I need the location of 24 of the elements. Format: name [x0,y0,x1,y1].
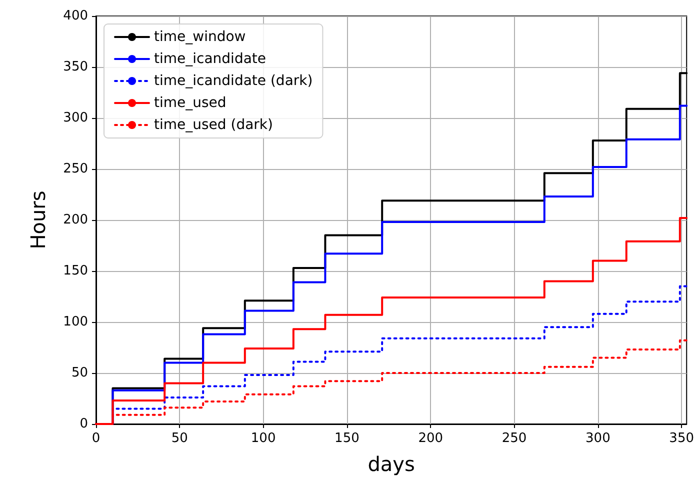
legend-label: time_icandidate [154,51,266,67]
legend-label: time_window [154,29,246,45]
legend-label: time_icandidate (dark) [154,73,313,89]
x-axis-title: days [368,452,415,476]
y-tick-label: 300 [63,110,88,126]
y-tick-label: 50 [71,366,88,380]
y-tick-label: 350 [63,60,88,74]
legend-label: time_used [154,95,226,111]
x-tick-label: 0 [92,431,100,446]
y-axis-title: Hours [26,190,50,250]
x-tick-label: 300 [586,431,610,446]
y-tick-label: 150 [63,264,88,278]
x-tick-label: 50 [171,431,188,446]
y-tick-label: 100 [63,314,88,330]
x-tick-label: 150 [334,431,360,446]
x-tick-label: 250 [502,431,527,446]
x-tick-label: 200 [418,431,444,446]
y-tick-label: 250 [63,162,88,176]
x-tick-label: 350 [669,431,694,446]
legend-label: time_used (dark) [154,117,273,133]
y-tick-label: 200 [63,212,88,228]
y-tick-label: 0 [80,416,88,432]
y-tick-label: 400 [63,8,88,24]
x-tick-label: 100 [250,431,276,446]
